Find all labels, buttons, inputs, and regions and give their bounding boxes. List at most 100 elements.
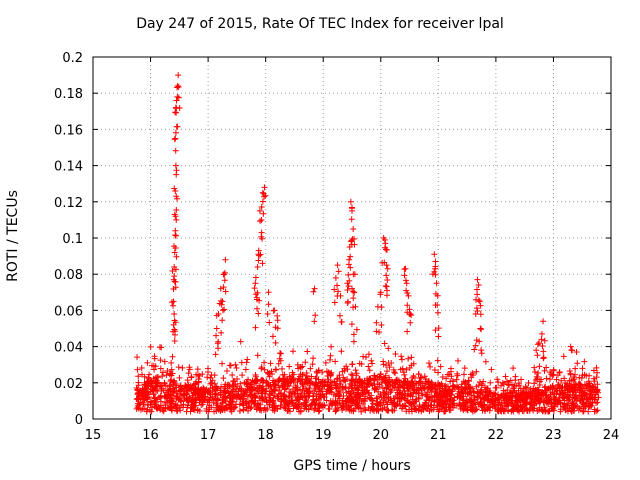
data-point (326, 406, 333, 413)
data-point (399, 405, 406, 412)
data-point (392, 392, 399, 399)
data-point (407, 319, 414, 326)
data-point (432, 258, 439, 265)
data-point (431, 251, 438, 258)
data-point (320, 393, 327, 400)
data-point (141, 373, 148, 380)
data-point (181, 386, 188, 393)
data-point (400, 382, 407, 389)
data-point (221, 277, 228, 284)
data-point (432, 263, 439, 270)
data-point (170, 298, 177, 305)
data-points (133, 72, 602, 415)
data-point (262, 407, 269, 414)
data-point (402, 277, 409, 284)
data-point (323, 397, 330, 404)
data-point (236, 385, 243, 392)
data-point (135, 373, 142, 380)
data-point (338, 318, 345, 325)
data-point (506, 382, 513, 389)
data-point (377, 371, 384, 378)
data-point (567, 407, 574, 414)
x-tick-label: 20 (373, 428, 390, 443)
data-point (287, 375, 294, 382)
data-point (169, 299, 176, 306)
data-point (577, 397, 584, 404)
data-point (170, 302, 177, 309)
data-point (437, 402, 444, 409)
data-point (259, 198, 266, 205)
data-point (407, 311, 414, 318)
data-point (228, 408, 235, 415)
data-point (554, 398, 561, 405)
data-point (222, 398, 229, 405)
data-point (402, 390, 409, 397)
data-point (373, 395, 380, 402)
data-point (363, 389, 370, 396)
data-point (180, 391, 187, 398)
data-point (515, 392, 522, 399)
data-point (274, 406, 281, 413)
data-point (220, 284, 227, 291)
y-axis-label: ROTI / TECUs (5, 190, 21, 282)
data-point (535, 397, 542, 404)
data-point (482, 358, 489, 365)
data-point (531, 401, 538, 408)
data-point (248, 404, 255, 411)
data-point (137, 398, 144, 405)
data-point (301, 394, 308, 401)
data-point (195, 379, 202, 386)
data-point (398, 353, 405, 360)
data-point (415, 394, 422, 401)
data-point (523, 384, 530, 391)
data-point (427, 402, 434, 409)
data-point (153, 404, 160, 411)
data-point (222, 256, 229, 263)
data-point (402, 375, 409, 382)
data-point (173, 408, 180, 415)
data-point (472, 311, 479, 318)
data-point (374, 303, 381, 310)
data-point (377, 291, 384, 298)
data-point (222, 288, 229, 295)
data-point (468, 371, 475, 378)
data-point (176, 374, 183, 381)
data-point (353, 326, 360, 333)
data-point (406, 386, 413, 393)
data-point (196, 393, 203, 400)
data-point (280, 397, 287, 404)
data-point (567, 343, 574, 350)
data-point (378, 379, 385, 386)
data-point (365, 363, 372, 370)
data-point (294, 403, 301, 410)
data-point (454, 357, 461, 364)
data-point (221, 306, 228, 313)
data-point (223, 368, 230, 375)
data-point (321, 379, 328, 386)
data-point (311, 398, 318, 405)
data-point (432, 271, 439, 278)
data-point (448, 373, 455, 380)
data-point (453, 402, 460, 409)
data-point (339, 368, 346, 375)
data-point (446, 386, 453, 393)
data-point (403, 366, 410, 373)
data-point (594, 407, 601, 414)
data-point (502, 373, 509, 380)
data-point (253, 378, 260, 385)
data-point (332, 385, 339, 392)
data-point (380, 376, 387, 383)
data-point (278, 389, 285, 396)
data-point (217, 285, 224, 292)
data-point (336, 387, 343, 394)
data-point (200, 387, 207, 394)
data-point (459, 395, 466, 402)
data-point (434, 357, 441, 364)
data-point (500, 387, 507, 394)
x-tick-label: 17 (200, 428, 217, 443)
data-point (255, 310, 262, 317)
data-point (390, 401, 397, 408)
data-point (551, 403, 558, 410)
data-point (479, 394, 486, 401)
